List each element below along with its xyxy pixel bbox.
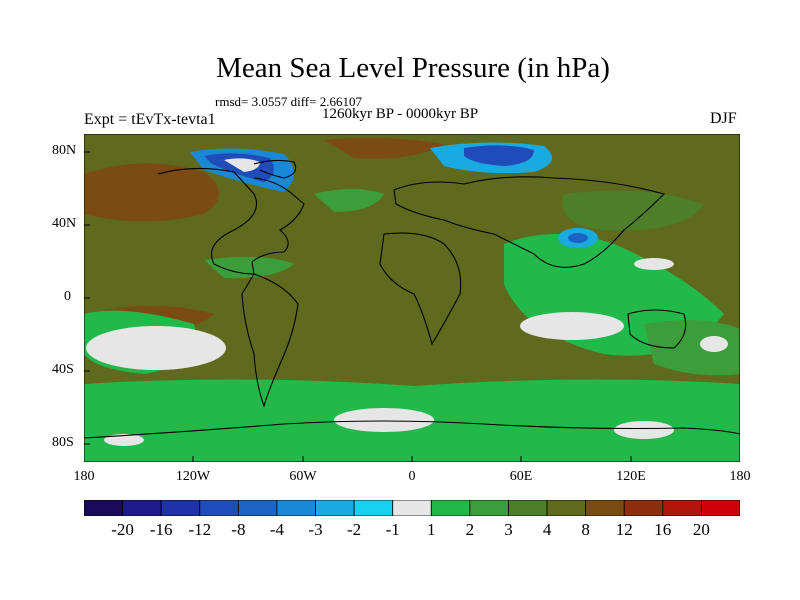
field-region-negative xyxy=(464,145,534,166)
field-region-brown xyxy=(324,137,444,159)
field-region-olive xyxy=(562,190,704,231)
x-tick-label: 0 xyxy=(408,469,416,484)
colorbar-tick-label: 12 xyxy=(615,520,633,539)
colorbar-tick-label: -12 xyxy=(188,520,212,539)
field-region-near-zero xyxy=(614,421,674,439)
coastline-antarctica xyxy=(84,420,740,439)
colorbar-swatch xyxy=(276,500,316,516)
colorbar-swatch xyxy=(122,500,162,516)
y-tick-label: 0 xyxy=(64,289,71,304)
field-region-near-zero xyxy=(700,336,728,352)
experiment-label: Expt = tEvTx-tevta1 xyxy=(84,111,216,128)
coastline-south-america xyxy=(241,273,299,408)
colorbar-swatch xyxy=(315,500,355,516)
field-region-near-zero xyxy=(334,408,434,432)
colorbar-tick-label: -2 xyxy=(347,520,362,539)
coastlines xyxy=(84,159,740,439)
colorbar-tick-label: 3 xyxy=(504,520,513,539)
coastline-eurasia xyxy=(393,176,666,268)
stats-label: rmsd= 3.0557 diff= 2.66107 xyxy=(215,94,362,109)
colorbar-tick-label: 1 xyxy=(427,520,436,539)
colorbar-tick-label: -1 xyxy=(385,520,400,539)
colorbar-swatch xyxy=(84,500,123,516)
x-tick-label: 120E xyxy=(616,469,646,484)
colorbar-swatch xyxy=(701,500,740,516)
colorbar-swatch xyxy=(237,500,278,516)
x-tick-label: 60E xyxy=(509,469,533,484)
colorbar-swatch xyxy=(585,500,625,516)
colorbar-swatch xyxy=(199,500,239,516)
colorbar-tick-label: -3 xyxy=(308,520,323,539)
x-tick-label: 180 xyxy=(729,469,751,484)
colorbar-tick-label: -4 xyxy=(269,520,284,539)
field-region-negative xyxy=(224,158,260,172)
y-tick-label: 40N xyxy=(52,216,77,231)
pressure-anomaly-map xyxy=(84,134,740,462)
season-label: DJF xyxy=(710,110,737,127)
coastline-africa xyxy=(379,232,462,346)
colorbar xyxy=(84,500,740,516)
colorbar-tick-label: 16 xyxy=(654,520,672,539)
field-region-green xyxy=(644,320,740,376)
period-label: 1260kyr BP - 0000kyr BP xyxy=(322,106,479,122)
y-tick-label: 80S xyxy=(52,435,74,450)
colorbar-tick-label: 4 xyxy=(542,520,552,539)
colorbar-swatch xyxy=(353,500,394,516)
colorbar-swatch xyxy=(623,500,664,516)
x-tick-label: 180 xyxy=(73,469,95,484)
colorbar-tick-label: 2 xyxy=(465,520,475,539)
colorbar-swatch xyxy=(508,500,548,516)
x-tick-label: 60W xyxy=(289,469,317,484)
colorbar-tick-label: 20 xyxy=(692,520,710,539)
field-region-near-zero xyxy=(86,326,226,370)
axis-ticks xyxy=(84,151,740,462)
field-region-green xyxy=(314,189,384,212)
coastline-greenland xyxy=(253,159,297,179)
colorbar-swatch xyxy=(160,500,201,516)
colorbar-swatch xyxy=(469,500,509,516)
colorbar-tick-label: -16 xyxy=(149,520,173,539)
chart-title: Mean Sea Level Pressure (in hPa) xyxy=(216,52,610,84)
y-tick-label: 40S xyxy=(52,362,74,377)
colorbar-swatch xyxy=(662,500,702,516)
field-region-green xyxy=(204,256,294,279)
field-region-near-zero xyxy=(104,434,144,446)
colorbar-swatch xyxy=(546,500,587,516)
colorbar-swatch xyxy=(392,500,432,516)
colorbar-tick-label: -20 xyxy=(111,520,134,539)
field-region-near-zero xyxy=(634,258,674,270)
x-tick-label: 120W xyxy=(175,469,211,484)
colorbar-swatch xyxy=(430,500,471,516)
field-region-near-zero xyxy=(520,312,624,340)
y-tick-label: 80N xyxy=(52,143,77,158)
field-region-brown xyxy=(84,163,219,222)
field-region-negative xyxy=(568,233,588,243)
colorbar-tick-label: 8 xyxy=(581,520,590,539)
colorbar-tick-label: -8 xyxy=(231,520,246,539)
coastline-australia xyxy=(627,309,687,349)
